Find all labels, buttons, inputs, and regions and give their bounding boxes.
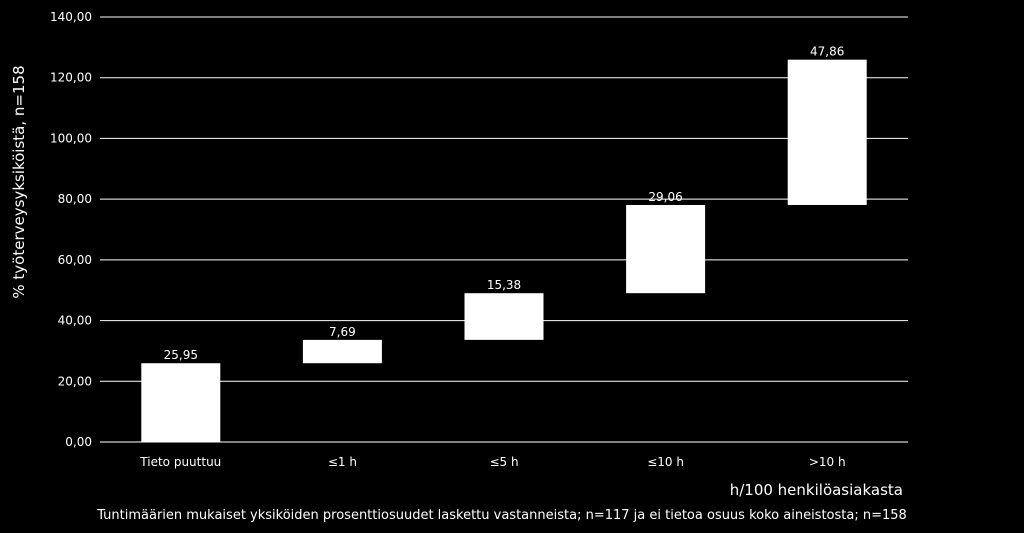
data-label: 29,06 bbox=[648, 190, 682, 204]
data-labels: 25,95 7,69 15,38 29,06 47,86 bbox=[164, 45, 845, 363]
y-tick-label: 40,00 bbox=[58, 314, 92, 328]
bars bbox=[141, 59, 867, 442]
x-tick-label: ≤5 h bbox=[489, 455, 518, 469]
y-tick-label: 60,00 bbox=[58, 253, 92, 267]
y-tick-label: 100,00 bbox=[50, 131, 92, 145]
x-tick-labels: Tieto puuttuu ≤1 h ≤5 h ≤10 h >10 h bbox=[139, 455, 845, 469]
x-tick-label: >10 h bbox=[809, 455, 846, 469]
bar bbox=[302, 339, 382, 364]
x-axis-title: h/100 henkilöasiakasta bbox=[730, 481, 903, 499]
bar bbox=[787, 59, 867, 205]
y-tick-label: 140,00 bbox=[50, 10, 92, 24]
y-tick-labels: 0,00 20,00 40,00 60,00 80,00 100,00 120,00 140,… bbox=[50, 10, 92, 449]
gridlines bbox=[100, 16, 908, 443]
x-tick-label: Tieto puuttuu bbox=[139, 455, 221, 469]
y-tick-label: 120,00 bbox=[50, 71, 92, 85]
y-tick-label: 80,00 bbox=[58, 192, 92, 206]
y-tick-label: 0,00 bbox=[65, 435, 92, 449]
data-label: 7,69 bbox=[329, 325, 356, 339]
bar bbox=[464, 293, 544, 340]
x-tick-label: ≤1 h bbox=[328, 455, 357, 469]
bar bbox=[626, 204, 706, 294]
footnote: Tuntimäärien mukaiset yksiköiden prosent… bbox=[96, 508, 907, 523]
x-tick-label: ≤10 h bbox=[647, 455, 684, 469]
data-label: 47,86 bbox=[810, 45, 844, 59]
y-tick-label: 20,00 bbox=[58, 374, 92, 388]
data-label: 25,95 bbox=[164, 348, 198, 362]
bar bbox=[141, 363, 221, 442]
data-label: 15,38 bbox=[487, 278, 521, 292]
y-axis-title: % työterveysyksiköistä, n=158 bbox=[10, 65, 28, 298]
